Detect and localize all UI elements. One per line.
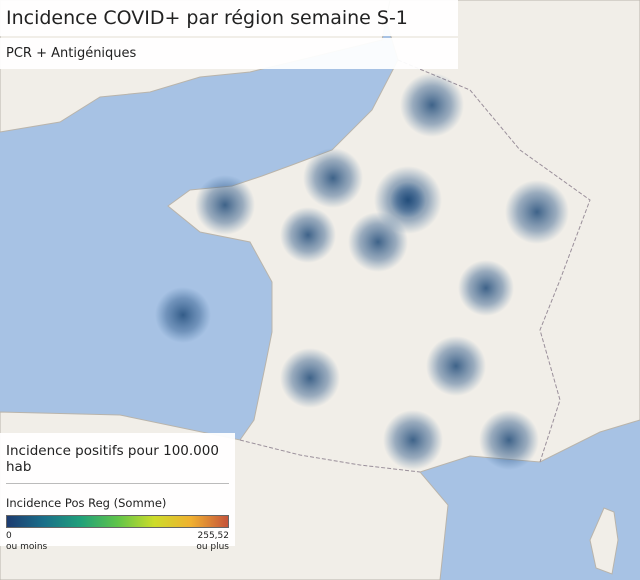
border xyxy=(239,439,421,473)
heat-spot xyxy=(479,410,539,470)
heat-spot xyxy=(400,73,464,137)
heat-spot xyxy=(155,287,211,343)
heat-spots xyxy=(155,73,569,470)
legend-max: 255,52 xyxy=(197,531,230,541)
heat-spot xyxy=(426,336,486,396)
title: Incidence COVID+ par région semaine S-1 xyxy=(0,0,458,36)
color-scale xyxy=(6,515,229,528)
heat-spot xyxy=(390,182,426,218)
legend-min: 0 xyxy=(6,531,12,541)
legend: Incidence positifs pour 100.000 hab Inci… xyxy=(0,433,235,552)
legend-min-note: ou moins xyxy=(6,542,48,552)
subtitle: PCR + Antigéniques xyxy=(0,38,458,69)
legend-notes: ou moins ou plus xyxy=(6,542,229,552)
legend-range: 0 255,52 xyxy=(6,531,229,541)
legend-field: Incidence Pos Reg (Somme) xyxy=(6,496,167,510)
heat-spot xyxy=(280,348,340,408)
heat-spot xyxy=(458,260,514,316)
legend-max-note: ou plus xyxy=(196,542,229,552)
heat-spot xyxy=(280,207,336,263)
border xyxy=(397,59,591,463)
heat-spot xyxy=(303,148,363,208)
heat-spot xyxy=(195,175,255,235)
legend-title: Incidence positifs pour 100.000 hab xyxy=(6,443,229,484)
heat-spot xyxy=(505,180,569,244)
heat-spot xyxy=(348,212,408,272)
corsica xyxy=(589,507,619,575)
heat-spot xyxy=(383,410,443,470)
